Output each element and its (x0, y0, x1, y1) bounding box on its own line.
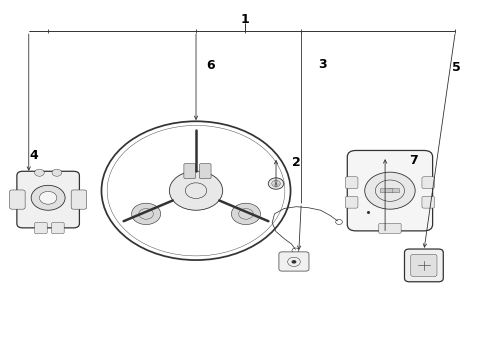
Circle shape (169, 171, 222, 210)
FancyBboxPatch shape (278, 252, 308, 271)
Circle shape (364, 172, 414, 209)
Circle shape (268, 178, 283, 189)
FancyBboxPatch shape (51, 222, 64, 234)
Text: 5: 5 (451, 62, 460, 75)
Circle shape (31, 185, 65, 210)
Text: 6: 6 (206, 59, 214, 72)
Text: 2: 2 (291, 156, 300, 169)
Circle shape (231, 203, 260, 225)
Text: 7: 7 (408, 154, 417, 167)
Text: 4: 4 (29, 149, 38, 162)
FancyBboxPatch shape (35, 222, 47, 234)
Circle shape (291, 260, 296, 264)
FancyBboxPatch shape (346, 150, 432, 231)
Circle shape (35, 169, 44, 176)
FancyBboxPatch shape (345, 177, 357, 189)
FancyBboxPatch shape (378, 224, 400, 233)
Text: 3: 3 (317, 58, 325, 71)
FancyBboxPatch shape (199, 164, 211, 179)
FancyBboxPatch shape (386, 189, 399, 193)
FancyBboxPatch shape (10, 190, 25, 209)
FancyBboxPatch shape (380, 189, 392, 193)
FancyBboxPatch shape (345, 196, 357, 208)
FancyBboxPatch shape (71, 190, 86, 209)
Text: 1: 1 (240, 13, 248, 26)
Circle shape (131, 203, 161, 225)
FancyBboxPatch shape (421, 196, 434, 208)
FancyBboxPatch shape (404, 249, 443, 282)
FancyBboxPatch shape (17, 171, 79, 228)
FancyBboxPatch shape (183, 164, 195, 179)
FancyBboxPatch shape (410, 255, 436, 276)
Circle shape (40, 192, 57, 204)
FancyBboxPatch shape (421, 177, 434, 189)
Circle shape (52, 169, 61, 176)
